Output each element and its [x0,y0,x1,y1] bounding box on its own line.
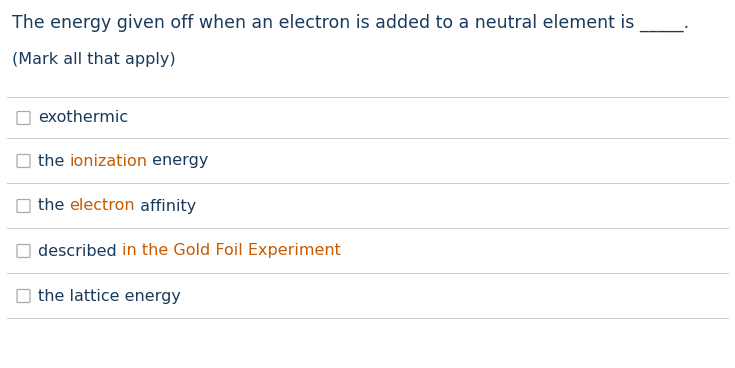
Text: the lattice energy: the lattice energy [38,289,181,304]
Text: in the Gold Foil Experiment: in the Gold Foil Experiment [122,244,341,258]
Text: affinity: affinity [135,198,196,213]
FancyBboxPatch shape [17,199,30,212]
Text: exothermic: exothermic [38,110,128,125]
Text: electron: electron [70,198,135,213]
Text: ionization: ionization [70,153,148,169]
FancyBboxPatch shape [17,155,30,167]
Text: the: the [38,153,70,169]
Text: (Mark all that apply): (Mark all that apply) [12,52,176,67]
Text: The energy given off when an electron is added to a neutral element is _____.: The energy given off when an electron is… [12,14,689,32]
FancyBboxPatch shape [17,290,30,302]
FancyBboxPatch shape [17,112,30,124]
FancyBboxPatch shape [17,244,30,258]
Text: the: the [38,198,70,213]
Text: energy: energy [148,153,209,169]
Text: described: described [38,244,122,258]
